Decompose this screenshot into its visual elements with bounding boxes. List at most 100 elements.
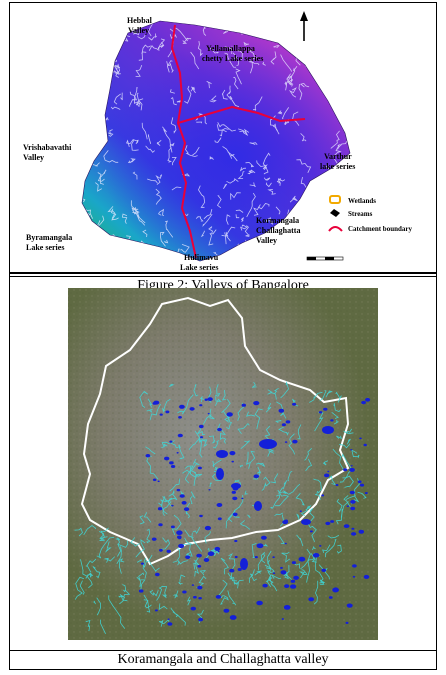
stream-segment (237, 422, 250, 434)
stream-segment (95, 182, 102, 192)
stream-segment (168, 490, 175, 497)
satellite-map (68, 288, 378, 640)
stream-segment (194, 555, 200, 577)
stream-segment (96, 597, 101, 616)
stream-segment (306, 520, 317, 542)
wetland-blob (215, 595, 222, 599)
stream-segment (145, 145, 155, 153)
stream-segment (314, 194, 332, 202)
stream-segment (286, 73, 294, 85)
wetlands-layer (138, 397, 371, 626)
stream-segment (226, 214, 231, 225)
wetland-blob (291, 561, 296, 565)
wetland-blob (290, 579, 296, 583)
stream-segment (276, 178, 282, 186)
wetland-blob (272, 556, 275, 559)
stream-segment (119, 593, 128, 605)
stream-segment (203, 208, 213, 220)
stream-segment (169, 142, 175, 153)
stream-segment (307, 47, 315, 64)
stream-segment (142, 250, 148, 260)
stream-segment (239, 464, 243, 468)
stream-segment (212, 252, 218, 257)
stream-segment (208, 47, 219, 54)
legend-catchment-label: Catchment boundary (348, 225, 412, 233)
stream-segment (248, 569, 255, 583)
city-boundary-line (80, 296, 350, 566)
stream-segment (265, 403, 272, 413)
stream-segment (227, 151, 238, 162)
wetland-blob (364, 492, 368, 494)
stream-segment (86, 558, 97, 573)
stream-segment (204, 531, 211, 544)
stream-segment (195, 216, 204, 222)
wetland-blob (154, 609, 158, 612)
catchment-legend-icon (328, 226, 343, 232)
legend-wetlands-label: Wetlands (348, 197, 376, 205)
stream-segment (285, 66, 298, 86)
stream-segment (96, 47, 102, 65)
stream-segment (209, 95, 217, 103)
wetland-blob (349, 467, 355, 472)
stream-segment (293, 245, 301, 253)
stream-segment (142, 229, 148, 238)
stream-segment (357, 491, 367, 499)
stream-segment (230, 192, 241, 200)
wetland-blob (166, 549, 171, 553)
stream-segment (104, 556, 115, 563)
wetland-blob (208, 489, 211, 491)
stream-segment (315, 490, 321, 500)
wetland-blob (199, 404, 203, 407)
stream-segment (266, 257, 272, 261)
stream-segment (171, 156, 177, 166)
stream-segment (82, 133, 90, 140)
wetland-blob (312, 553, 320, 558)
wetland-blob (359, 437, 362, 440)
wetland-blob (191, 584, 195, 586)
stream-segment (143, 512, 152, 523)
stream-segment (82, 198, 86, 206)
wetland-blob (298, 556, 306, 562)
wetland-blob (198, 597, 202, 600)
stream-segment (306, 548, 311, 583)
wetland-blob (285, 420, 291, 424)
stream-segment (277, 178, 286, 183)
stream-segment (247, 514, 251, 519)
stream-segment (227, 590, 237, 606)
stream-segment (245, 162, 255, 168)
wetland-blob (308, 597, 315, 602)
stream-segment (282, 28, 288, 33)
stream-segment (98, 53, 103, 58)
wetland-blob (200, 436, 203, 439)
stream-segment (180, 244, 190, 253)
stream-segment (239, 128, 250, 137)
label-byramangala-lake-series: Byramangala Lake series (26, 233, 74, 252)
stream-segment (262, 61, 266, 66)
wetland-blob (256, 543, 264, 549)
stream-segment (147, 398, 153, 408)
stream-segment (252, 96, 263, 112)
stream-segment (271, 574, 282, 580)
stream-segment (192, 526, 201, 535)
stream-segment (328, 96, 335, 104)
stream-segment (202, 408, 216, 425)
stream-segment (208, 226, 213, 234)
wetland-blob (324, 473, 330, 478)
wetland-blob (284, 519, 288, 522)
wetland-blob (335, 484, 339, 486)
stream-segment (265, 182, 272, 188)
stream-segment (294, 563, 301, 569)
stream-segment (146, 408, 153, 414)
stream-segment (83, 93, 91, 111)
stream-segment (100, 169, 107, 185)
stream-segment (176, 613, 186, 626)
wetland-blob (140, 562, 144, 565)
stream-segment (300, 133, 307, 142)
stream-segment (280, 380, 289, 399)
scale-bar-icon (306, 256, 344, 261)
stream-segment (149, 590, 159, 597)
stream-segment (186, 542, 193, 557)
wetland-blob (254, 556, 258, 559)
stream-segment (142, 560, 149, 569)
wetland-blob (280, 566, 283, 569)
